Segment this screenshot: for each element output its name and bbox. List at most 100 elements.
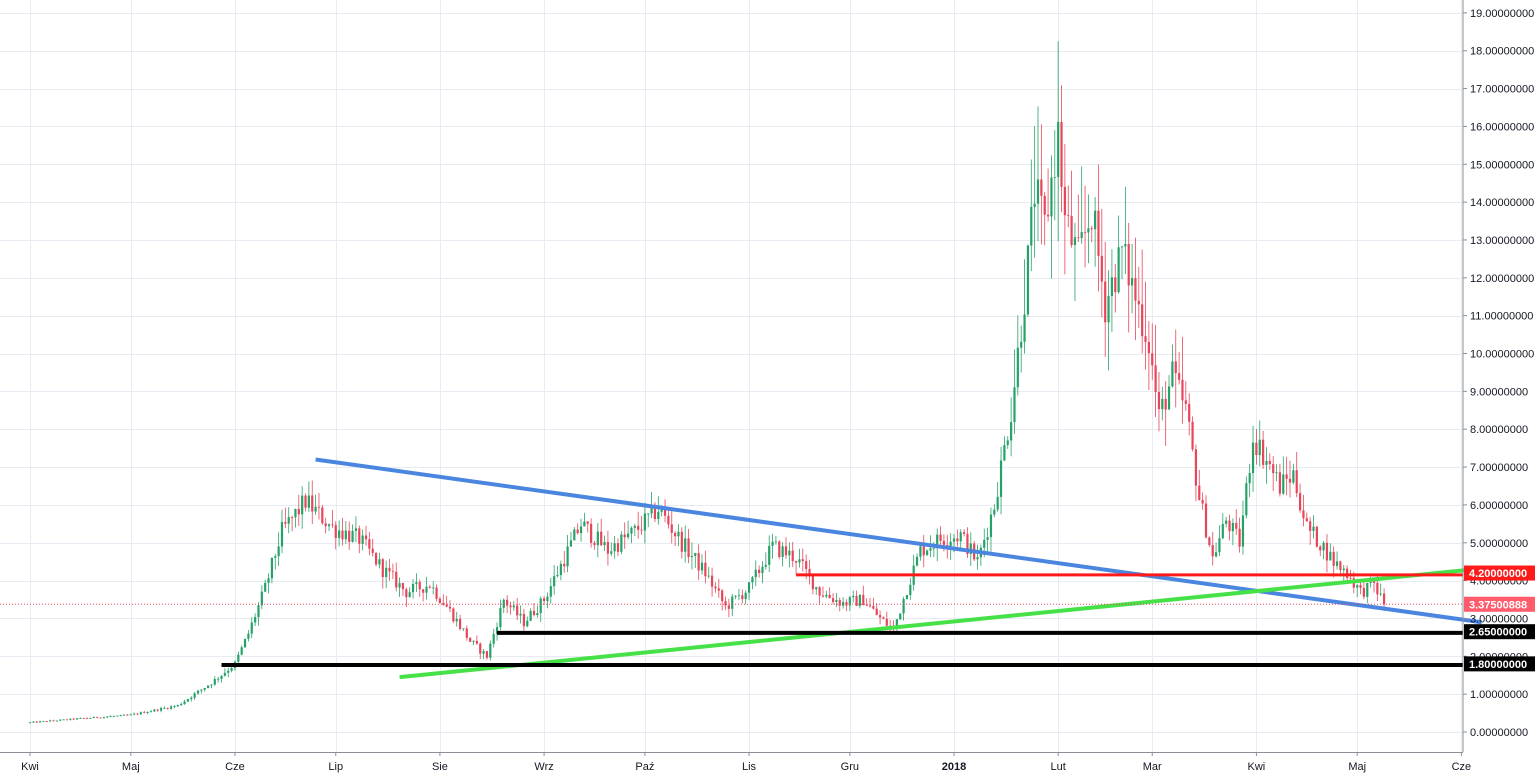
candle-body bbox=[569, 540, 573, 547]
candle-body bbox=[1298, 493, 1302, 511]
time-axis[interactable]: Kwi Maj Cze Lip Sie Wrz Paź Lis Gru 2018 Lut Mar Kwi… bbox=[21, 752, 1471, 773]
candle-body bbox=[704, 562, 707, 577]
candle-body bbox=[610, 551, 613, 554]
y-tick-label: 12.00000000 bbox=[1470, 273, 1534, 285]
price-axis[interactable]: 19.00000000 18.00000000 17.00000000 16.0000… bbox=[1463, 8, 1534, 739]
candle-body bbox=[1248, 473, 1251, 484]
candle-body bbox=[260, 591, 263, 606]
candle-body bbox=[579, 526, 583, 534]
candle-body bbox=[794, 561, 798, 563]
candle-body bbox=[371, 548, 374, 553]
candle-body bbox=[149, 711, 153, 713]
candle-body bbox=[680, 531, 683, 552]
candle-body bbox=[1325, 542, 1329, 561]
y-tick-label: 15.00000000 bbox=[1470, 159, 1534, 171]
candle-body bbox=[119, 714, 122, 716]
candle-body bbox=[267, 578, 270, 583]
candle-body bbox=[1382, 593, 1386, 605]
candle-body bbox=[808, 568, 811, 575]
candle-body bbox=[640, 529, 643, 531]
candle-body bbox=[600, 531, 603, 546]
candle-body bbox=[1255, 442, 1258, 455]
candle-body bbox=[45, 721, 48, 722]
green-trendline[interactable] bbox=[399, 567, 1475, 680]
candle-body bbox=[734, 595, 737, 597]
candle-body bbox=[865, 605, 868, 606]
blue-trendline[interactable] bbox=[315, 457, 1482, 625]
candle-body bbox=[862, 594, 865, 606]
candle-body bbox=[284, 521, 287, 524]
candle-body bbox=[1272, 464, 1275, 474]
candle-body bbox=[1110, 277, 1114, 297]
candle-body bbox=[1020, 341, 1023, 348]
candle-body bbox=[919, 546, 922, 557]
candle-body bbox=[304, 495, 307, 508]
y-tick-label: 14.00000000 bbox=[1470, 197, 1534, 209]
price-badge-label: 3.37500888 bbox=[1469, 599, 1527, 611]
candle-body bbox=[1060, 121, 1063, 187]
candle-body bbox=[112, 716, 116, 717]
candle-body bbox=[603, 542, 606, 546]
candle-body bbox=[62, 719, 65, 721]
candle-body bbox=[831, 598, 835, 602]
candle-body bbox=[1302, 510, 1305, 519]
drawing-lines bbox=[0, 457, 1482, 680]
candle-body bbox=[818, 587, 821, 596]
candle-body bbox=[509, 605, 512, 608]
candle-body bbox=[455, 618, 458, 622]
candle-body bbox=[334, 525, 337, 538]
candle-body bbox=[190, 697, 193, 700]
candle-body bbox=[1070, 215, 1073, 245]
candle-body bbox=[593, 542, 596, 546]
candle-body bbox=[1144, 336, 1147, 342]
candle-body bbox=[1080, 232, 1083, 239]
candle-body bbox=[280, 521, 284, 547]
candle-body bbox=[616, 543, 620, 552]
candle-body bbox=[1188, 403, 1191, 422]
candle-body bbox=[139, 712, 142, 715]
candle-body bbox=[1221, 523, 1224, 539]
candle-body bbox=[855, 595, 858, 606]
candle-body bbox=[1251, 442, 1255, 474]
x-tick-label: 2018 bbox=[942, 761, 966, 773]
candle-body bbox=[1120, 246, 1124, 248]
candle-body bbox=[374, 552, 378, 565]
candle-body bbox=[264, 582, 267, 592]
candle-body bbox=[596, 531, 599, 546]
candle-body bbox=[482, 651, 485, 654]
candle-body bbox=[102, 716, 106, 718]
candlestick-series bbox=[28, 41, 1386, 724]
candle-body bbox=[781, 546, 784, 558]
candle-body bbox=[75, 718, 79, 720]
candle-body bbox=[915, 556, 919, 566]
candle-body bbox=[761, 566, 764, 574]
y-tick-label: 18.00000000 bbox=[1470, 46, 1534, 58]
candle-body bbox=[159, 708, 163, 711]
candle-body bbox=[351, 530, 354, 542]
candle-body bbox=[311, 495, 314, 512]
candle-body bbox=[825, 594, 828, 597]
candle-body bbox=[784, 546, 788, 556]
candle-body bbox=[395, 571, 398, 588]
candle-body bbox=[321, 507, 324, 524]
candle-body bbox=[415, 582, 418, 584]
y-tick-label: 11.00000000 bbox=[1470, 311, 1533, 323]
candle-body bbox=[1083, 232, 1087, 233]
candle-body bbox=[327, 524, 331, 527]
candle-body bbox=[516, 605, 519, 616]
candle-body bbox=[495, 627, 499, 634]
candle-body bbox=[553, 576, 556, 587]
candle-body bbox=[566, 546, 569, 567]
candle-body bbox=[512, 605, 515, 608]
candle-body bbox=[314, 506, 317, 512]
candle-body bbox=[768, 545, 771, 565]
candle-body bbox=[909, 584, 912, 596]
candle-body bbox=[1067, 215, 1070, 216]
candle-body bbox=[758, 569, 761, 574]
candle-body bbox=[586, 521, 589, 524]
candle-body bbox=[956, 538, 959, 542]
candle-body bbox=[852, 595, 855, 598]
candle-body bbox=[1033, 203, 1036, 207]
candle-body bbox=[1057, 121, 1060, 178]
